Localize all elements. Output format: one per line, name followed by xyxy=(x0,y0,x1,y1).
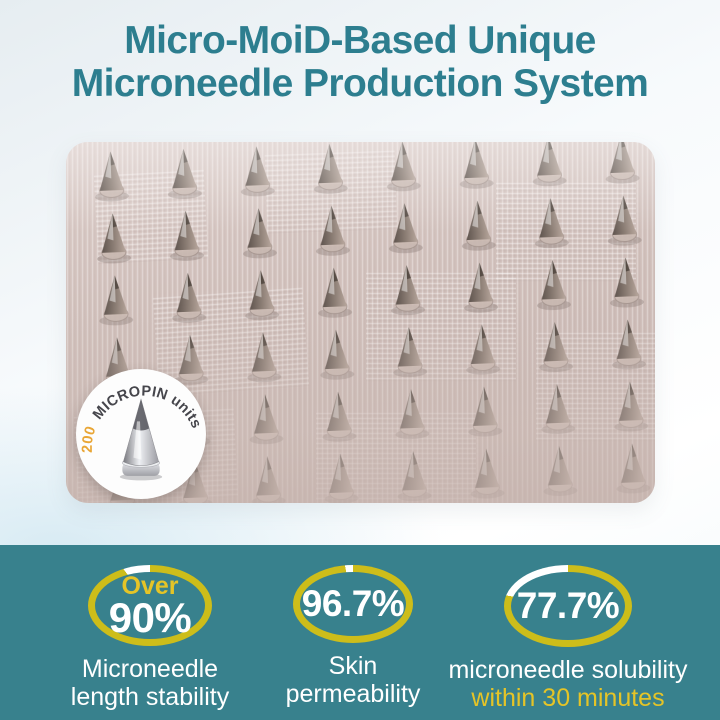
micropin-badge-art: 200 MICROPIN units xyxy=(76,371,205,481)
page-title-line2: Microneedle Production System xyxy=(71,61,649,105)
header: Micro-MoiD-Based Unique Microneedle Prod… xyxy=(0,19,720,106)
progress-ring-96-7: 96.7% xyxy=(293,565,413,643)
needle-tip-icon xyxy=(119,398,163,481)
microneedle-array-illustration xyxy=(66,142,655,503)
stat-label: Skin permeability xyxy=(285,652,421,708)
stat-value: 90% xyxy=(108,594,192,641)
micropin-count-badge: 200 MICROPIN units xyxy=(76,369,206,499)
stat-value: 77.7% xyxy=(516,585,620,626)
stat-solubility: 77.7% microneedle solubility within 30 m… xyxy=(420,565,716,712)
progress-ring-90: Over 90% xyxy=(88,565,212,646)
badge-count: 200 xyxy=(76,421,104,456)
stat-label: microneedle solubility within 30 minutes xyxy=(448,656,688,712)
progress-ring-77-7: 77.7% xyxy=(504,565,632,647)
stat-value: 96.7% xyxy=(301,583,405,624)
microneedle-photo: 200 MICROPIN units xyxy=(66,142,655,503)
stat-label: Microneedle length stability xyxy=(70,655,230,711)
page-title-line1: Micro-MoiD-Based Unique xyxy=(124,19,596,62)
stat-skin-permeability: 96.7% Skin permeability xyxy=(243,565,463,708)
stat-length-stability: Over 90% Microneedle length stability xyxy=(38,565,262,711)
page-title: Micro-MoiD-Based Unique Microneedle Prod… xyxy=(0,19,720,106)
stat-prefix: Over xyxy=(121,572,179,600)
stats-band: Over 90% Microneedle length stability 96… xyxy=(0,545,720,720)
